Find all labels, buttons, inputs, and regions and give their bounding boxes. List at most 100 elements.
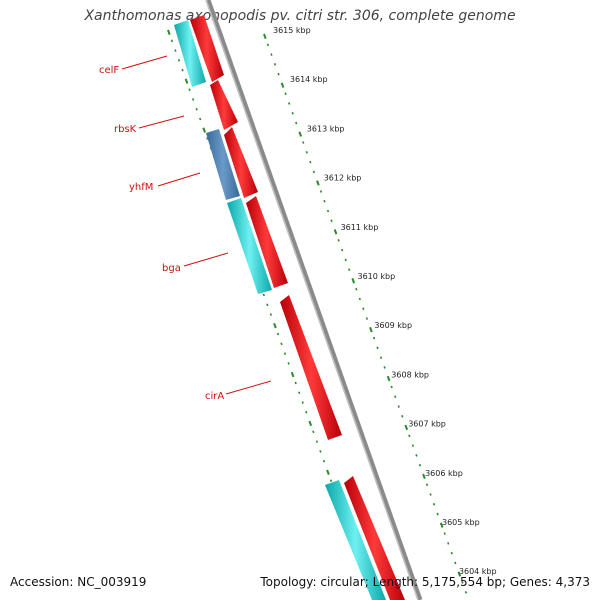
leader-line-yhfM — [157, 172, 201, 187]
minor-tick — [344, 258, 347, 262]
minor-tick — [415, 454, 418, 457]
minor-tick — [372, 336, 376, 340]
gene-forward-4[interactable] — [246, 196, 288, 288]
minor-tick — [280, 342, 283, 346]
minor-tick — [322, 459, 326, 463]
major-tick — [457, 571, 462, 577]
kbp-tick-label: 3612 kbp — [324, 174, 362, 183]
minor-tick — [401, 414, 404, 418]
minor-tick — [394, 395, 397, 399]
major-tick — [263, 33, 267, 40]
minor-tick — [287, 102, 291, 105]
minor-tick — [284, 92, 287, 95]
minor-tick — [348, 268, 351, 271]
minor-tick — [312, 170, 316, 174]
major-tick — [273, 322, 277, 329]
minor-tick — [170, 39, 174, 43]
minor-tick — [295, 121, 298, 125]
major-tick — [280, 82, 285, 88]
major-tick — [439, 522, 444, 528]
minor-tick — [362, 307, 365, 311]
minor-tick — [443, 532, 446, 535]
minor-tick — [266, 303, 269, 307]
minor-tick — [418, 463, 422, 467]
kbp-tick-label: 3604 kbp — [459, 567, 497, 576]
genome-info-text: Topology: circular; Length: 5,175,554 bp… — [260, 575, 590, 589]
minor-tick — [298, 391, 301, 395]
minor-tick — [191, 98, 195, 101]
minor-tick — [273, 63, 277, 66]
minor-tick — [447, 542, 450, 545]
minor-tick — [302, 141, 305, 144]
gene-label-cirA[interactable]: cirA — [205, 391, 224, 402]
minor-tick — [277, 72, 280, 76]
minor-tick — [464, 590, 468, 594]
minor-tick — [383, 366, 386, 369]
minor-tick — [206, 137, 209, 140]
minor-tick — [199, 117, 202, 121]
minor-tick — [326, 209, 330, 213]
minor-tick — [358, 297, 361, 301]
minor-tick — [390, 385, 393, 389]
minor-tick — [309, 160, 312, 164]
minor-tick — [376, 346, 379, 350]
gene-forward-1[interactable] — [190, 15, 224, 82]
reverse-cds-track — [174, 20, 386, 600]
major-tick — [386, 375, 391, 382]
minor-tick — [294, 381, 297, 385]
minor-tick — [270, 53, 273, 56]
minor-tick — [312, 430, 315, 434]
kbp-tick-label: 3611 kbp — [341, 223, 379, 232]
gene-label-bga[interactable]: bga — [162, 263, 181, 274]
major-tick — [351, 278, 356, 284]
minor-tick — [461, 581, 464, 584]
gene-reverse-3[interactable] — [227, 198, 272, 294]
minor-tick — [283, 352, 287, 355]
gene-reverse-2[interactable] — [206, 129, 240, 200]
gene-forward-6[interactable] — [344, 476, 405, 600]
major-tick — [422, 473, 426, 479]
gene-label-celF[interactable]: celF — [99, 65, 119, 76]
minor-tick — [291, 111, 294, 115]
minor-tick — [323, 199, 326, 203]
minor-tick — [177, 59, 181, 62]
minor-tick — [355, 287, 358, 291]
gene-label-rbsK[interactable]: rbsK — [114, 124, 137, 135]
kbp-tick-label: 3605 kbp — [442, 518, 480, 527]
minor-tick — [436, 512, 439, 516]
minor-tick — [425, 483, 429, 487]
gene-forward-5[interactable] — [280, 295, 342, 440]
minor-tick — [329, 479, 333, 483]
minor-tick — [195, 107, 198, 111]
leader-line-bga — [183, 252, 229, 267]
gene-reverse-4[interactable] — [325, 480, 386, 600]
gene-forward-3[interactable] — [224, 127, 258, 198]
kbp-tick-label: 3608 kbp — [391, 370, 429, 379]
major-tick — [326, 469, 330, 475]
minor-tick — [262, 293, 265, 297]
leader-line-cirA — [225, 380, 272, 395]
minor-tick — [319, 450, 322, 453]
minor-tick — [330, 219, 333, 223]
kbp-tick-label: 3614 kbp — [290, 75, 328, 84]
leader-line-rbsK — [138, 115, 185, 129]
minor-tick — [305, 151, 308, 154]
major-tick — [290, 371, 295, 378]
major-tick — [369, 326, 373, 333]
minor-tick — [319, 190, 323, 193]
gene-forward-2[interactable] — [210, 80, 238, 130]
leader-line-celF — [121, 55, 168, 70]
gene-label-yhfM[interactable]: yhfM — [129, 182, 153, 193]
minor-tick — [315, 440, 319, 443]
major-tick — [316, 180, 320, 186]
outer-tick-track — [263, 33, 468, 594]
minor-tick — [174, 49, 177, 52]
kbp-tick-label: 3606 kbp — [425, 469, 463, 478]
minor-tick — [305, 410, 308, 414]
minor-tick — [266, 43, 270, 47]
accession-text: Accession: NC_003919 — [10, 575, 147, 589]
minor-tick — [276, 332, 280, 336]
gene-reverse-1[interactable] — [174, 20, 206, 87]
kbp-tick-label: 3607 kbp — [408, 420, 446, 429]
